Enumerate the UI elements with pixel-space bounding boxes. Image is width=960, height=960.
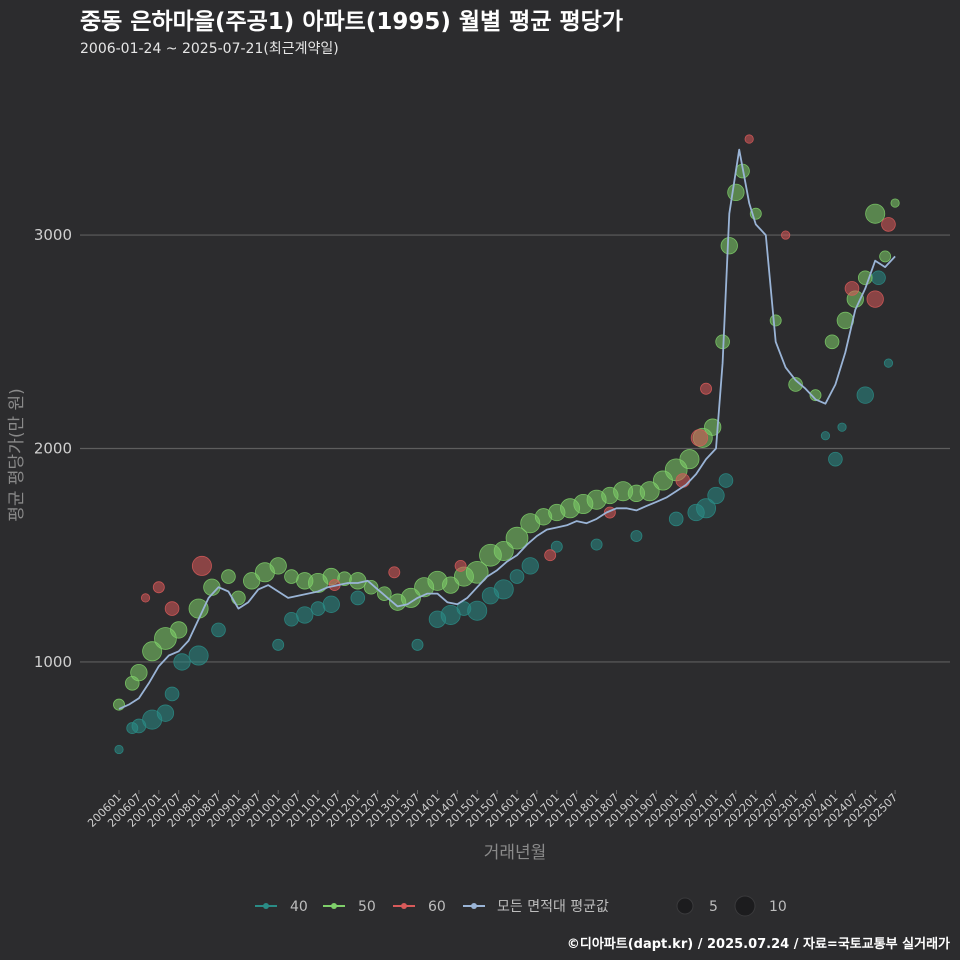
point-40 [272,638,285,651]
legend-size-label: 10 [769,899,787,915]
point-40 [521,557,539,575]
point-50 [400,587,421,608]
point-40 [467,600,488,621]
point-40 [550,540,563,553]
point-50 [130,663,148,682]
point-50 [363,579,379,595]
point-50 [170,621,188,639]
mean-line [118,148,896,710]
point-40 [156,704,175,722]
point-40 [296,606,314,624]
point-50 [493,540,514,561]
x-axis-title: 거래년월 [484,843,547,863]
point-40 [883,358,894,368]
grid [80,234,950,663]
point-50 [788,377,803,392]
point-60 [700,382,713,395]
legend-label: 50 [358,899,376,915]
point-40 [114,744,124,755]
point-40 [828,451,843,467]
point-60 [881,217,896,232]
point-60 [744,134,754,144]
point-50 [269,557,287,575]
point-50 [465,560,489,584]
point-40 [856,386,874,404]
point-60 [866,290,884,308]
mean-line-layer [118,148,896,710]
y-tick-label: 3000 [34,226,72,244]
point-40 [590,538,603,551]
point-40 [837,422,847,432]
point-50 [505,526,529,550]
legend-size-circle [676,897,694,915]
legend-key-dot [263,903,269,909]
point-50 [720,237,738,255]
point-40 [322,595,340,613]
point-50 [142,641,163,662]
chart-title: 중동 은하마을(주공1) 아파트(1995) 월별 평균 평당가 [80,9,623,35]
y-axis-title: 평균 평당가(만 원) [7,388,27,522]
legend-size-label: 5 [709,899,718,915]
point-60 [844,281,860,296]
legend: 40 50 60 모든 면적대 평균값 5 10 [255,895,787,917]
point-40 [164,686,180,702]
point-60 [781,230,791,240]
y-axis-ticks: 1000 2000 3000 [34,226,72,671]
point-50 [769,314,782,327]
caption: ©디아파트(dapt.kr) / 2025.07.24 / 자료=국토교통부 실… [567,936,950,952]
point-50 [879,250,892,263]
point-50 [679,449,700,470]
point-40 [820,431,831,441]
point-40 [509,569,525,584]
y-tick-label: 2000 [34,440,72,458]
point-40 [718,473,734,488]
point-50 [188,598,209,619]
chart-subtitle: 2006-01-24 ~ 2025-07-21(최근계약일) [80,41,339,57]
point-50 [231,590,246,606]
point-40 [871,270,886,286]
point-50 [727,183,745,202]
point-40 [696,498,717,519]
point-50 [809,389,822,402]
point-60 [675,473,691,488]
point-40 [211,622,226,638]
point-40 [707,486,725,505]
point-60 [690,429,709,447]
legend-key-dot [331,903,337,909]
point-60 [544,549,557,562]
point-40 [630,530,643,542]
point-40 [411,638,424,651]
legend-label: 모든 면적대 평균값 [497,899,609,915]
point-50 [824,334,840,350]
y-tick-label: 1000 [34,653,72,671]
point-40 [493,579,514,600]
point-40 [350,590,366,606]
legend-key-dot [401,903,407,909]
point-60 [454,559,467,572]
point-40 [173,653,191,671]
point-60 [140,593,151,603]
point-60 [152,581,165,594]
point-60 [164,601,180,616]
point-60 [388,566,401,579]
legend-key-dot [471,903,477,909]
point-50 [221,569,236,584]
point-40 [668,511,684,527]
point-50 [639,481,660,502]
point-60 [191,555,212,576]
point-40 [188,645,209,666]
legend-label: 60 [428,899,446,915]
point-50 [890,198,900,208]
data-points [113,134,900,755]
x-axis-ticks: 2006012006072007012007072008012008072009… [85,790,900,830]
point-50 [865,203,886,224]
legend-label: 40 [290,899,308,915]
legend-size-circle [734,895,756,917]
point-40 [440,604,461,625]
